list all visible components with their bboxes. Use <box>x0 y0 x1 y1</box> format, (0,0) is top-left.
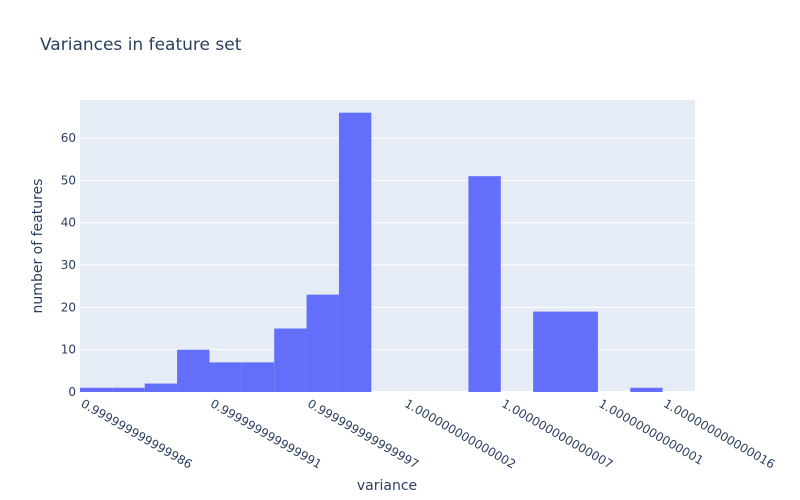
histogram-bar <box>306 294 339 392</box>
y-axis-ticks: 0 10 20 30 40 50 60 <box>61 131 76 399</box>
histogram-bar <box>80 387 113 392</box>
x-axis-title: variance <box>357 478 417 494</box>
histogram-bar <box>468 176 501 392</box>
y-axis-title: number of features <box>30 179 46 314</box>
y-tick-label: 0 <box>68 385 76 399</box>
histogram-bar <box>241 362 275 392</box>
y-tick-label: 50 <box>61 173 76 187</box>
x-tick-label: 0.999999999999986 <box>79 396 195 471</box>
y-tick-label: 60 <box>61 131 76 145</box>
y-tick-label: 20 <box>61 300 76 314</box>
histogram-bar <box>565 311 598 392</box>
y-tick-label: 40 <box>61 216 76 230</box>
histogram-bar <box>338 112 372 393</box>
histogram-bar <box>274 328 307 392</box>
histogram-bar <box>533 311 566 392</box>
histogram-bar <box>112 387 145 392</box>
chart-title: Variances in feature set <box>40 35 242 55</box>
histogram-bar <box>177 349 210 392</box>
y-tick-label: 10 <box>61 343 76 357</box>
x-tick-label: 1.000000000000016 <box>661 396 777 471</box>
histogram-bar <box>144 383 178 392</box>
plot-area <box>80 100 695 392</box>
bars <box>80 112 663 393</box>
x-axis-ticks: 0.999999999999986 0.9999999999999910.9999… <box>79 396 778 471</box>
histogram-bar <box>630 387 663 392</box>
y-tick-label: 30 <box>61 258 76 272</box>
histogram-bar <box>209 362 242 392</box>
